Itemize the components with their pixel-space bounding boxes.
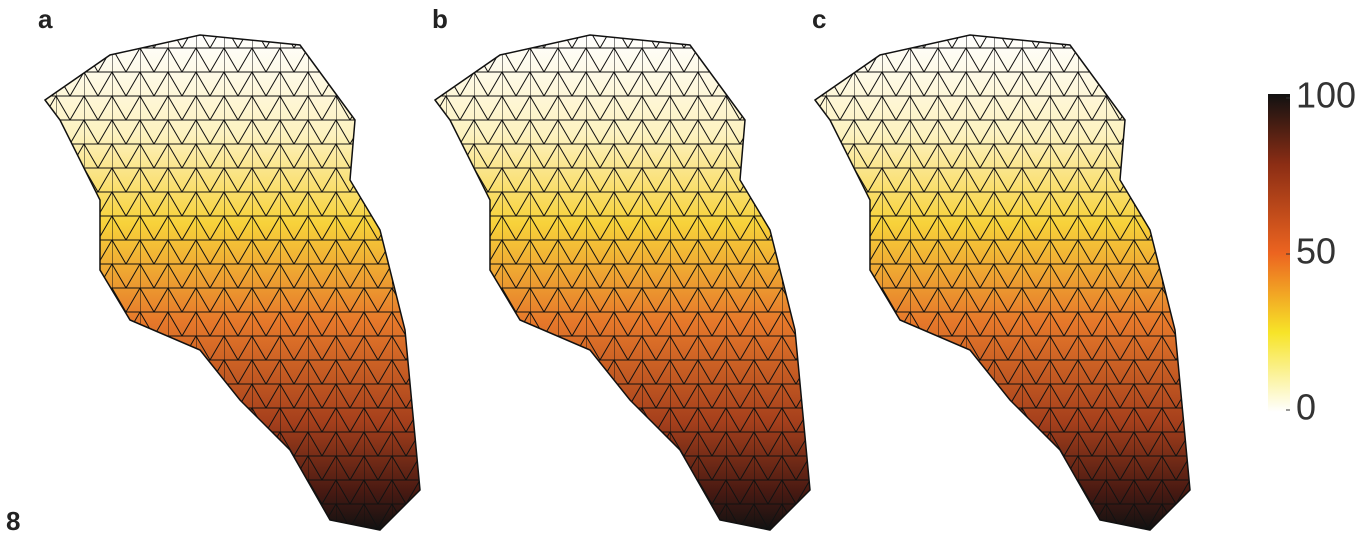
colorbar-tick-label: 50 <box>1296 231 1336 272</box>
mesh-b <box>435 35 810 530</box>
colorbar-tick-label: 0 <box>1296 387 1316 428</box>
colorbar-tick-label: 100 <box>1296 75 1355 116</box>
mesh-a <box>45 35 420 530</box>
colorbar <box>1268 94 1290 412</box>
panel-label: c <box>812 4 826 34</box>
panel-label: a <box>38 4 53 34</box>
figure: a b c 8 0 50 100 <box>0 0 1355 542</box>
colorbar-ticks: 0 50 100 <box>1286 75 1355 428</box>
panel-label: b <box>432 4 448 34</box>
figure-number: 8 <box>6 506 20 536</box>
mesh-c <box>815 35 1190 530</box>
